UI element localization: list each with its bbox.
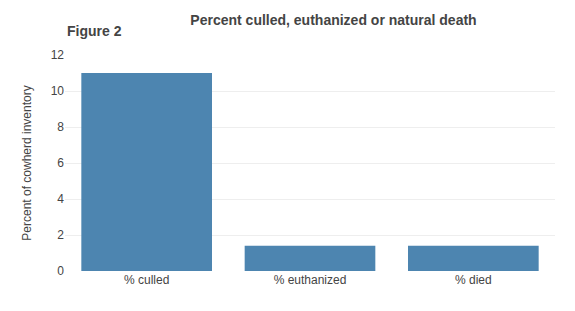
svg-text:Percent of cowherd inventory: Percent of cowherd inventory bbox=[20, 85, 34, 240]
svg-text:4: 4 bbox=[57, 192, 64, 206]
svg-text:% died: % died bbox=[455, 273, 492, 287]
svg-text:2: 2 bbox=[57, 228, 64, 242]
svg-text:Figure 2: Figure 2 bbox=[67, 23, 122, 39]
svg-text:0: 0 bbox=[57, 264, 64, 278]
svg-text:10: 10 bbox=[51, 84, 65, 98]
svg-text:Percent culled, euthanized or: Percent culled, euthanized or natural de… bbox=[190, 12, 476, 28]
svg-text:6: 6 bbox=[57, 156, 64, 170]
svg-text:8: 8 bbox=[57, 120, 64, 134]
svg-text:% culled: % culled bbox=[124, 273, 169, 287]
svg-text:% euthanized: % euthanized bbox=[274, 273, 347, 287]
svg-text:12: 12 bbox=[51, 48, 65, 62]
